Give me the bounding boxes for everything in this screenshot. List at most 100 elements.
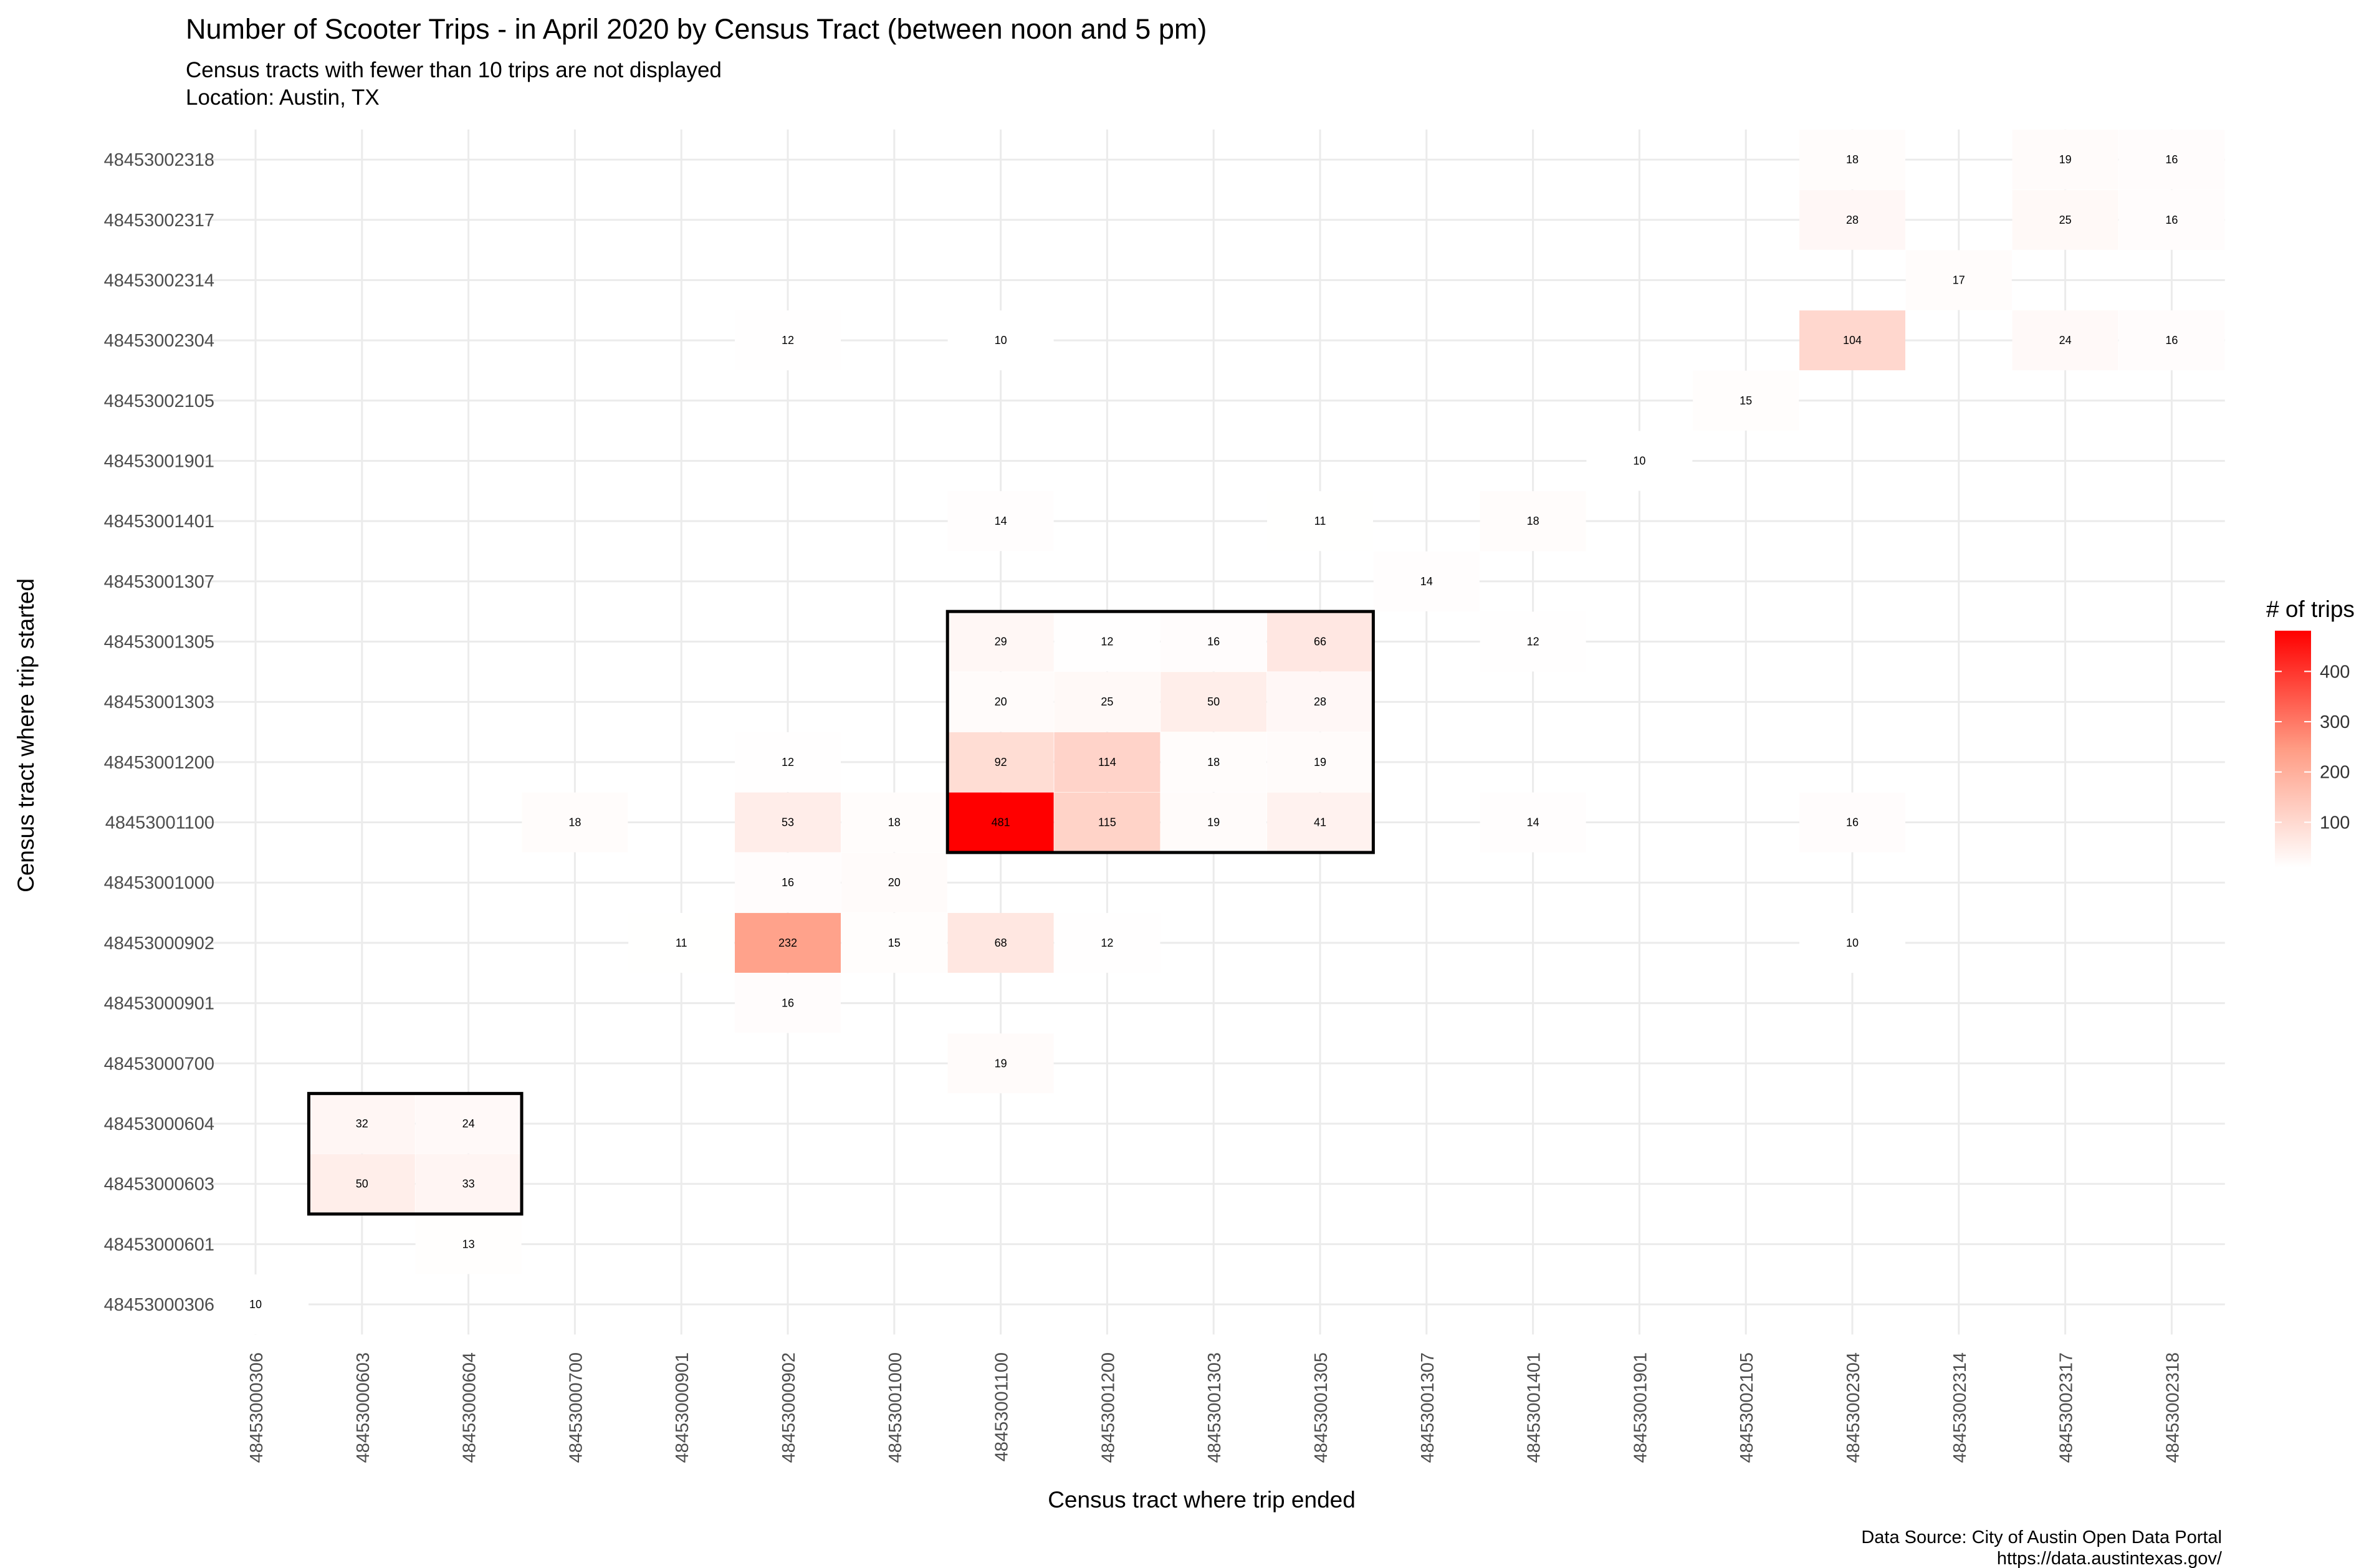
heatmap-cell (841, 853, 947, 913)
x-tick-label: 48453000902 (779, 1352, 799, 1463)
y-tick-label: 48453000604 (104, 1114, 214, 1134)
cell-value-label: 12 (782, 756, 794, 768)
heatmap-cell (522, 792, 628, 853)
cell-value-label: 17 (1953, 274, 1965, 286)
cell-value-label: 16 (782, 876, 794, 889)
cell-value-label: 18 (568, 816, 581, 829)
y-tick-label: 48453002318 (104, 150, 214, 170)
heatmap-cell (1373, 551, 1480, 611)
caption-line-2: https://data.austintexas.gov/ (1997, 1549, 2223, 1568)
heatmap-cell (2012, 310, 2118, 371)
heatmap-cell (1161, 732, 1267, 792)
cell-value-label: 68 (995, 937, 1007, 949)
heatmap-cell (1267, 491, 1373, 552)
legend-tick-label: 400 (2320, 662, 2350, 682)
heatmap-cell (947, 310, 1054, 371)
heatmap-cell (1905, 250, 2012, 310)
y-tick-label: 48453001305 (104, 633, 214, 653)
x-tick-label: 48453002314 (1950, 1352, 1970, 1463)
cell-labels: 18 19 16 28 25 16 17 12 10 104 24 16 15 10 14 11 18 14 29 1… (249, 153, 2178, 1311)
legend-tick-label: 100 (2320, 813, 2350, 833)
heatmap-cell (947, 732, 1054, 792)
color-legend: # of trips 100 200 300 400 (2266, 596, 2355, 868)
y-tick-label: 48453001200 (104, 753, 214, 773)
cell-value-label: 14 (1420, 575, 1433, 588)
caption-line-1: Data Source: City of Austin Open Data Po… (1861, 1527, 2222, 1547)
heatmap-cell (2118, 189, 2225, 250)
heatmap-cell (1161, 611, 1267, 672)
cell-value-label: 12 (1101, 937, 1113, 949)
heatmap-cell (1267, 611, 1373, 672)
heatmap-cell (1267, 672, 1373, 732)
cell-value-label: 41 (1314, 816, 1326, 829)
heatmap-cell (1054, 672, 1161, 732)
cell-value-label: 15 (888, 937, 901, 949)
y-tick-label: 48453000902 (104, 934, 214, 954)
cell-value-label: 18 (1527, 515, 1539, 527)
grid (202, 129, 2225, 1335)
heatmap-cell (203, 1274, 309, 1334)
heatmap-cell (1267, 792, 1373, 853)
cell-value-label: 20 (995, 696, 1007, 708)
heatmap-cell (947, 1033, 1054, 1094)
heatmap-cell (1267, 732, 1373, 792)
y-tick-label: 48453000601 (104, 1235, 214, 1255)
cell-value-label: 481 (992, 816, 1010, 829)
heatmap-cell (309, 1093, 415, 1154)
cell-value-label: 16 (782, 997, 794, 1010)
heatmap-cell (1799, 792, 1905, 853)
chart-title: Number of Scooter Trips - in April 2020 … (186, 13, 1207, 45)
heatmap-cell (1161, 792, 1267, 853)
heatmap-cell (947, 672, 1054, 732)
x-tick-label: 48453001401 (1524, 1352, 1544, 1463)
heatmap-cell (2118, 310, 2225, 371)
cell-value-label: 11 (1314, 515, 1326, 527)
y-tick-labels: 48453000306 48453000601 48453000603 4845300… (104, 150, 214, 1315)
heatmap-cell (1480, 491, 1586, 552)
cell-value-label: 25 (2059, 214, 2072, 226)
heatmap-cell (1799, 310, 1905, 371)
cell-value-label: 28 (1846, 214, 1859, 226)
y-tick-label: 48453002317 (104, 211, 214, 231)
cell-value-label: 92 (995, 756, 1007, 768)
heatmap-cell (628, 912, 735, 973)
highlight-box (945, 610, 1375, 854)
heatmap-cell (735, 792, 841, 853)
y-tick-label: 48453001901 (104, 451, 214, 471)
x-tick-label: 48453001200 (1098, 1352, 1118, 1463)
x-tick-label: 48453002317 (2057, 1352, 2077, 1463)
cell-value-label: 14 (995, 515, 1007, 527)
cell-value-label: 114 (1098, 756, 1116, 768)
heatmap-cell (1799, 130, 1905, 190)
y-tick-label: 48453000700 (104, 1054, 214, 1074)
cell-value-label: 10 (249, 1298, 262, 1311)
heatmap-cell (415, 1154, 522, 1214)
heatmap-cell (1054, 611, 1161, 672)
cell-value-label: 25 (1101, 696, 1113, 708)
cell-value-label: 12 (1527, 636, 1539, 648)
cell-value-label: 11 (676, 937, 687, 949)
y-tick-label: 48453000901 (104, 994, 214, 1014)
x-tick-label: 48453002304 (1844, 1352, 1864, 1463)
cell-value-label: 12 (1101, 636, 1113, 648)
heatmap-cell (947, 611, 1054, 672)
heatmap-cell (1693, 370, 1799, 431)
y-tick-label: 48453000603 (104, 1175, 214, 1195)
heatmap-cell (1480, 611, 1586, 672)
x-tick-label: 48453001303 (1205, 1352, 1225, 1463)
cell-value-label: 20 (888, 876, 901, 889)
x-tick-label: 48453001305 (1311, 1352, 1331, 1463)
heatmap-cell (1799, 912, 1905, 973)
cell-value-label: 28 (1314, 696, 1326, 708)
heatmap-cell (1480, 792, 1586, 853)
legend-tick-label: 200 (2320, 763, 2350, 783)
heatmap-cell (947, 491, 1054, 552)
cell-value-label: 12 (782, 334, 794, 347)
cell-value-label: 24 (462, 1117, 475, 1130)
heatmap-cells (203, 130, 2225, 1334)
y-tick-label: 48453001100 (105, 813, 214, 833)
cell-value-label: 16 (1846, 816, 1859, 829)
heatmap-cell (947, 912, 1054, 973)
cell-value-label: 18 (1846, 153, 1859, 166)
cell-value-label: 16 (2165, 214, 2178, 226)
